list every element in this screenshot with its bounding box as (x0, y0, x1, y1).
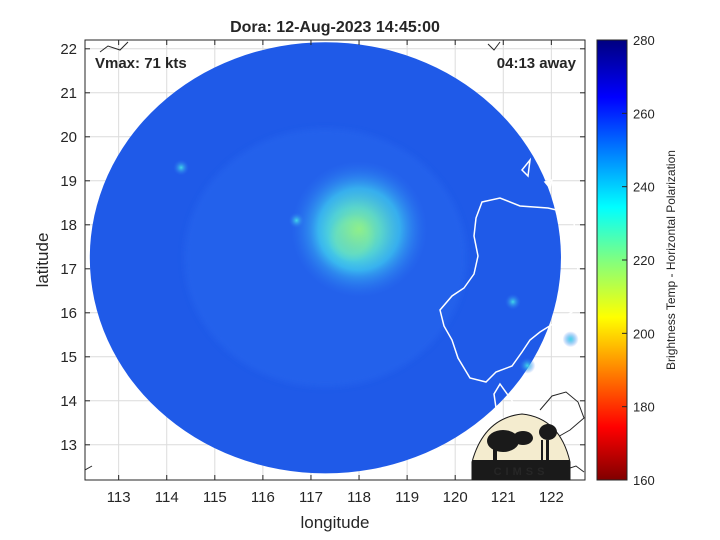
colorbar-tick-label: 160 (633, 473, 655, 488)
logo-text: CIMSS (494, 466, 549, 478)
x-tick-label: 117 (299, 489, 323, 506)
y-tick-label: 21 (60, 85, 77, 102)
x-tick-label: 116 (251, 489, 275, 506)
y-tick-label: 13 (60, 437, 77, 454)
feature-band-spot-3 (504, 293, 521, 310)
x-tick-label: 113 (107, 489, 131, 506)
feature-band-spot-5 (519, 357, 536, 374)
plot-area (85, 40, 585, 480)
vmax-annotation: Vmax: 71 kts (95, 55, 187, 72)
x-tick-label: 122 (539, 489, 564, 506)
colorbar-ticks: 160 180 200 220 240 260 280 (622, 33, 655, 488)
colorbar-tick-label: 180 (633, 400, 655, 415)
colorbar-tick-label: 280 (633, 33, 655, 48)
x-tick-label: 120 (443, 489, 468, 506)
y-tick-label: 17 (60, 261, 77, 278)
feature-outer-convection (291, 161, 428, 298)
cimss-logo: CIMSS (471, 413, 571, 481)
y-tick-label: 15 (60, 349, 77, 366)
colorbar: 160 180 200 220 240 260 280 Brightness Temp - … (596, 33, 678, 488)
feature-band-spot-1 (288, 212, 305, 229)
axes-box (84, 39, 586, 481)
colorbar-tick-label: 220 (633, 253, 655, 268)
x-tick-label: 114 (155, 489, 179, 506)
colorbar-tick-label: 200 (633, 326, 655, 341)
time-away-annotation: 04:13 away (497, 55, 577, 72)
x-tick-label: 115 (203, 489, 227, 506)
y-tick-label: 18 (60, 217, 77, 234)
x-tick-label: 121 (491, 489, 516, 506)
y-tick-label: 19 (60, 173, 77, 190)
x-axis-label: longitude (300, 513, 369, 532)
x-tick-label: 119 (395, 489, 419, 506)
colorbar-label: Brightness Temp - Horizontal Polarizatio… (664, 150, 678, 370)
y-tick-label: 20 (60, 129, 77, 146)
colorbar-tick-label: 260 (633, 106, 655, 121)
y-tick-label: 16 (60, 305, 77, 322)
microwave-swath (89, 42, 579, 474)
y-axis: 13 14 15 16 17 18 19 20 21 22 (60, 41, 585, 454)
x-axis: 113 114 115 116 117 118 119 120 121 122 (107, 40, 564, 506)
y-tick-label: 14 (60, 393, 77, 410)
y-tick-label: 22 (60, 41, 77, 58)
feature-band-spot-4 (562, 331, 579, 348)
x-tick-label: 118 (347, 489, 371, 506)
chart-title: Dora: 12-Aug-2023 14:45:00 (230, 19, 440, 36)
y-axis-label: latitude (33, 233, 52, 288)
feature-band-spot-2 (173, 159, 190, 176)
colorbar-tick-label: 240 (633, 180, 655, 195)
